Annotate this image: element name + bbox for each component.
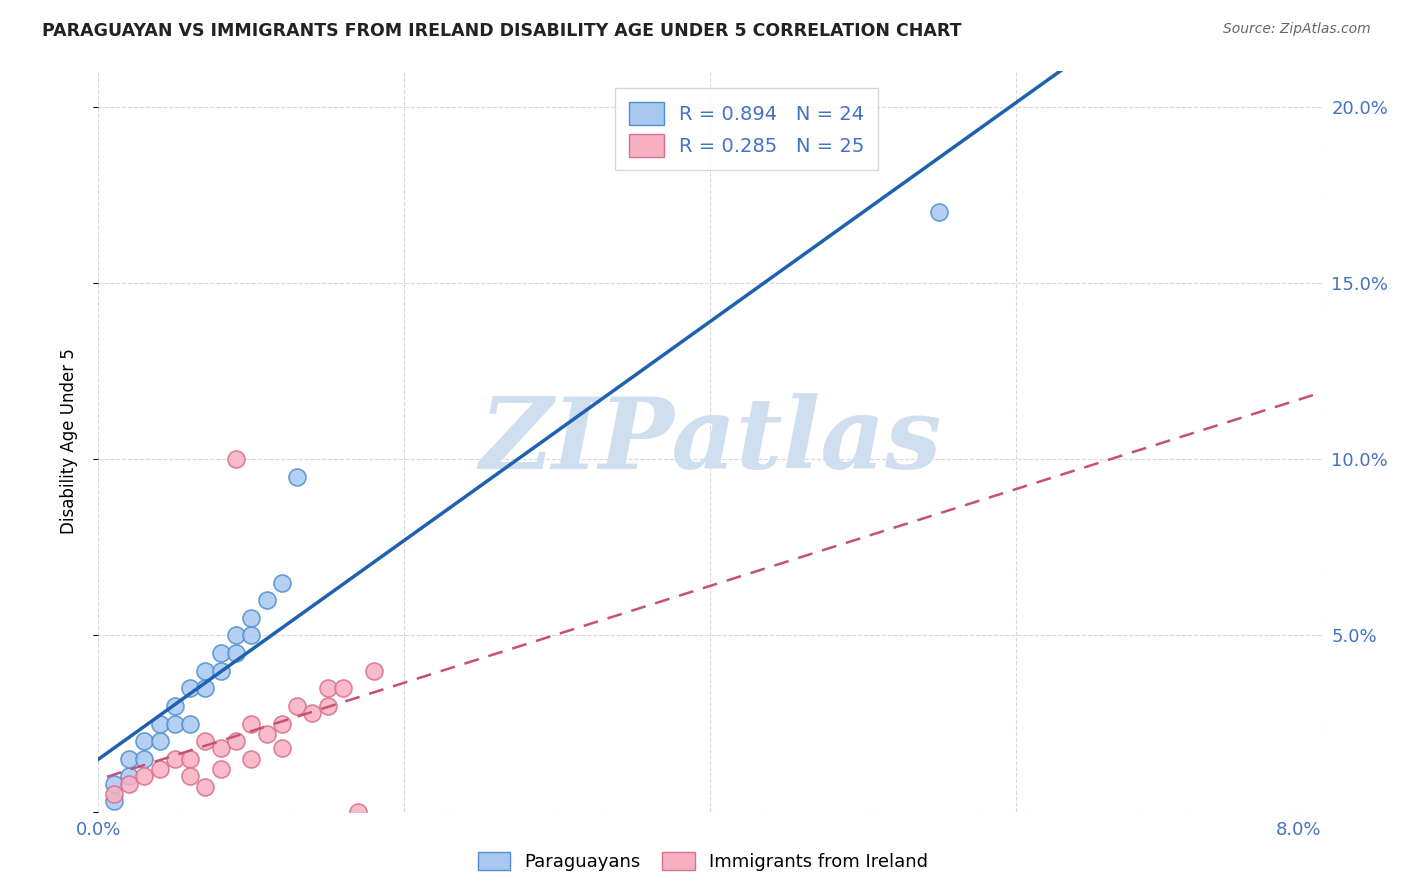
Text: Source: ZipAtlas.com: Source: ZipAtlas.com	[1223, 22, 1371, 37]
Point	[194, 664, 217, 678]
Point	[332, 681, 354, 696]
Point	[270, 741, 294, 756]
Point	[256, 593, 278, 607]
Point	[179, 752, 201, 766]
Point	[225, 646, 247, 660]
Point	[225, 452, 247, 467]
Point	[179, 716, 201, 731]
Text: ZIPatlas: ZIPatlas	[479, 393, 941, 490]
Point	[240, 611, 263, 625]
Point	[240, 628, 263, 642]
Point	[149, 716, 172, 731]
Y-axis label: Disability Age Under 5: Disability Age Under 5	[59, 349, 77, 534]
Legend: R = 0.894   N = 24, R = 0.285   N = 25: R = 0.894 N = 24, R = 0.285 N = 25	[616, 88, 879, 170]
Point	[118, 776, 141, 790]
Point	[347, 805, 370, 819]
Point	[209, 763, 232, 777]
Point	[194, 734, 217, 748]
Point	[134, 752, 156, 766]
Point	[118, 752, 141, 766]
Point	[270, 575, 294, 590]
Point	[179, 681, 201, 696]
Point	[103, 794, 125, 808]
Point	[240, 716, 263, 731]
Point	[285, 470, 308, 484]
Point	[149, 763, 172, 777]
Point	[301, 706, 323, 720]
Point	[118, 769, 141, 783]
Point	[363, 664, 385, 678]
Text: PARAGUAYAN VS IMMIGRANTS FROM IRELAND DISABILITY AGE UNDER 5 CORRELATION CHART: PARAGUAYAN VS IMMIGRANTS FROM IRELAND DI…	[42, 22, 962, 40]
Point	[209, 664, 232, 678]
Point	[179, 769, 201, 783]
Point	[149, 734, 172, 748]
Text: 8.0%: 8.0%	[1277, 821, 1322, 838]
Point	[134, 734, 156, 748]
Point	[225, 734, 247, 748]
Point	[103, 787, 125, 801]
Point	[928, 205, 950, 219]
Point	[194, 681, 217, 696]
Point	[209, 646, 232, 660]
Point	[316, 698, 339, 713]
Point	[256, 727, 278, 741]
Point	[163, 698, 186, 713]
Point	[103, 776, 125, 790]
Point	[163, 752, 186, 766]
Point	[316, 681, 339, 696]
Legend: Paraguayans, Immigrants from Ireland: Paraguayans, Immigrants from Ireland	[471, 845, 935, 879]
Point	[134, 769, 156, 783]
Point	[163, 716, 186, 731]
Point	[285, 698, 308, 713]
Point	[240, 752, 263, 766]
Point	[225, 628, 247, 642]
Point	[209, 741, 232, 756]
Point	[194, 780, 217, 794]
Point	[270, 716, 294, 731]
